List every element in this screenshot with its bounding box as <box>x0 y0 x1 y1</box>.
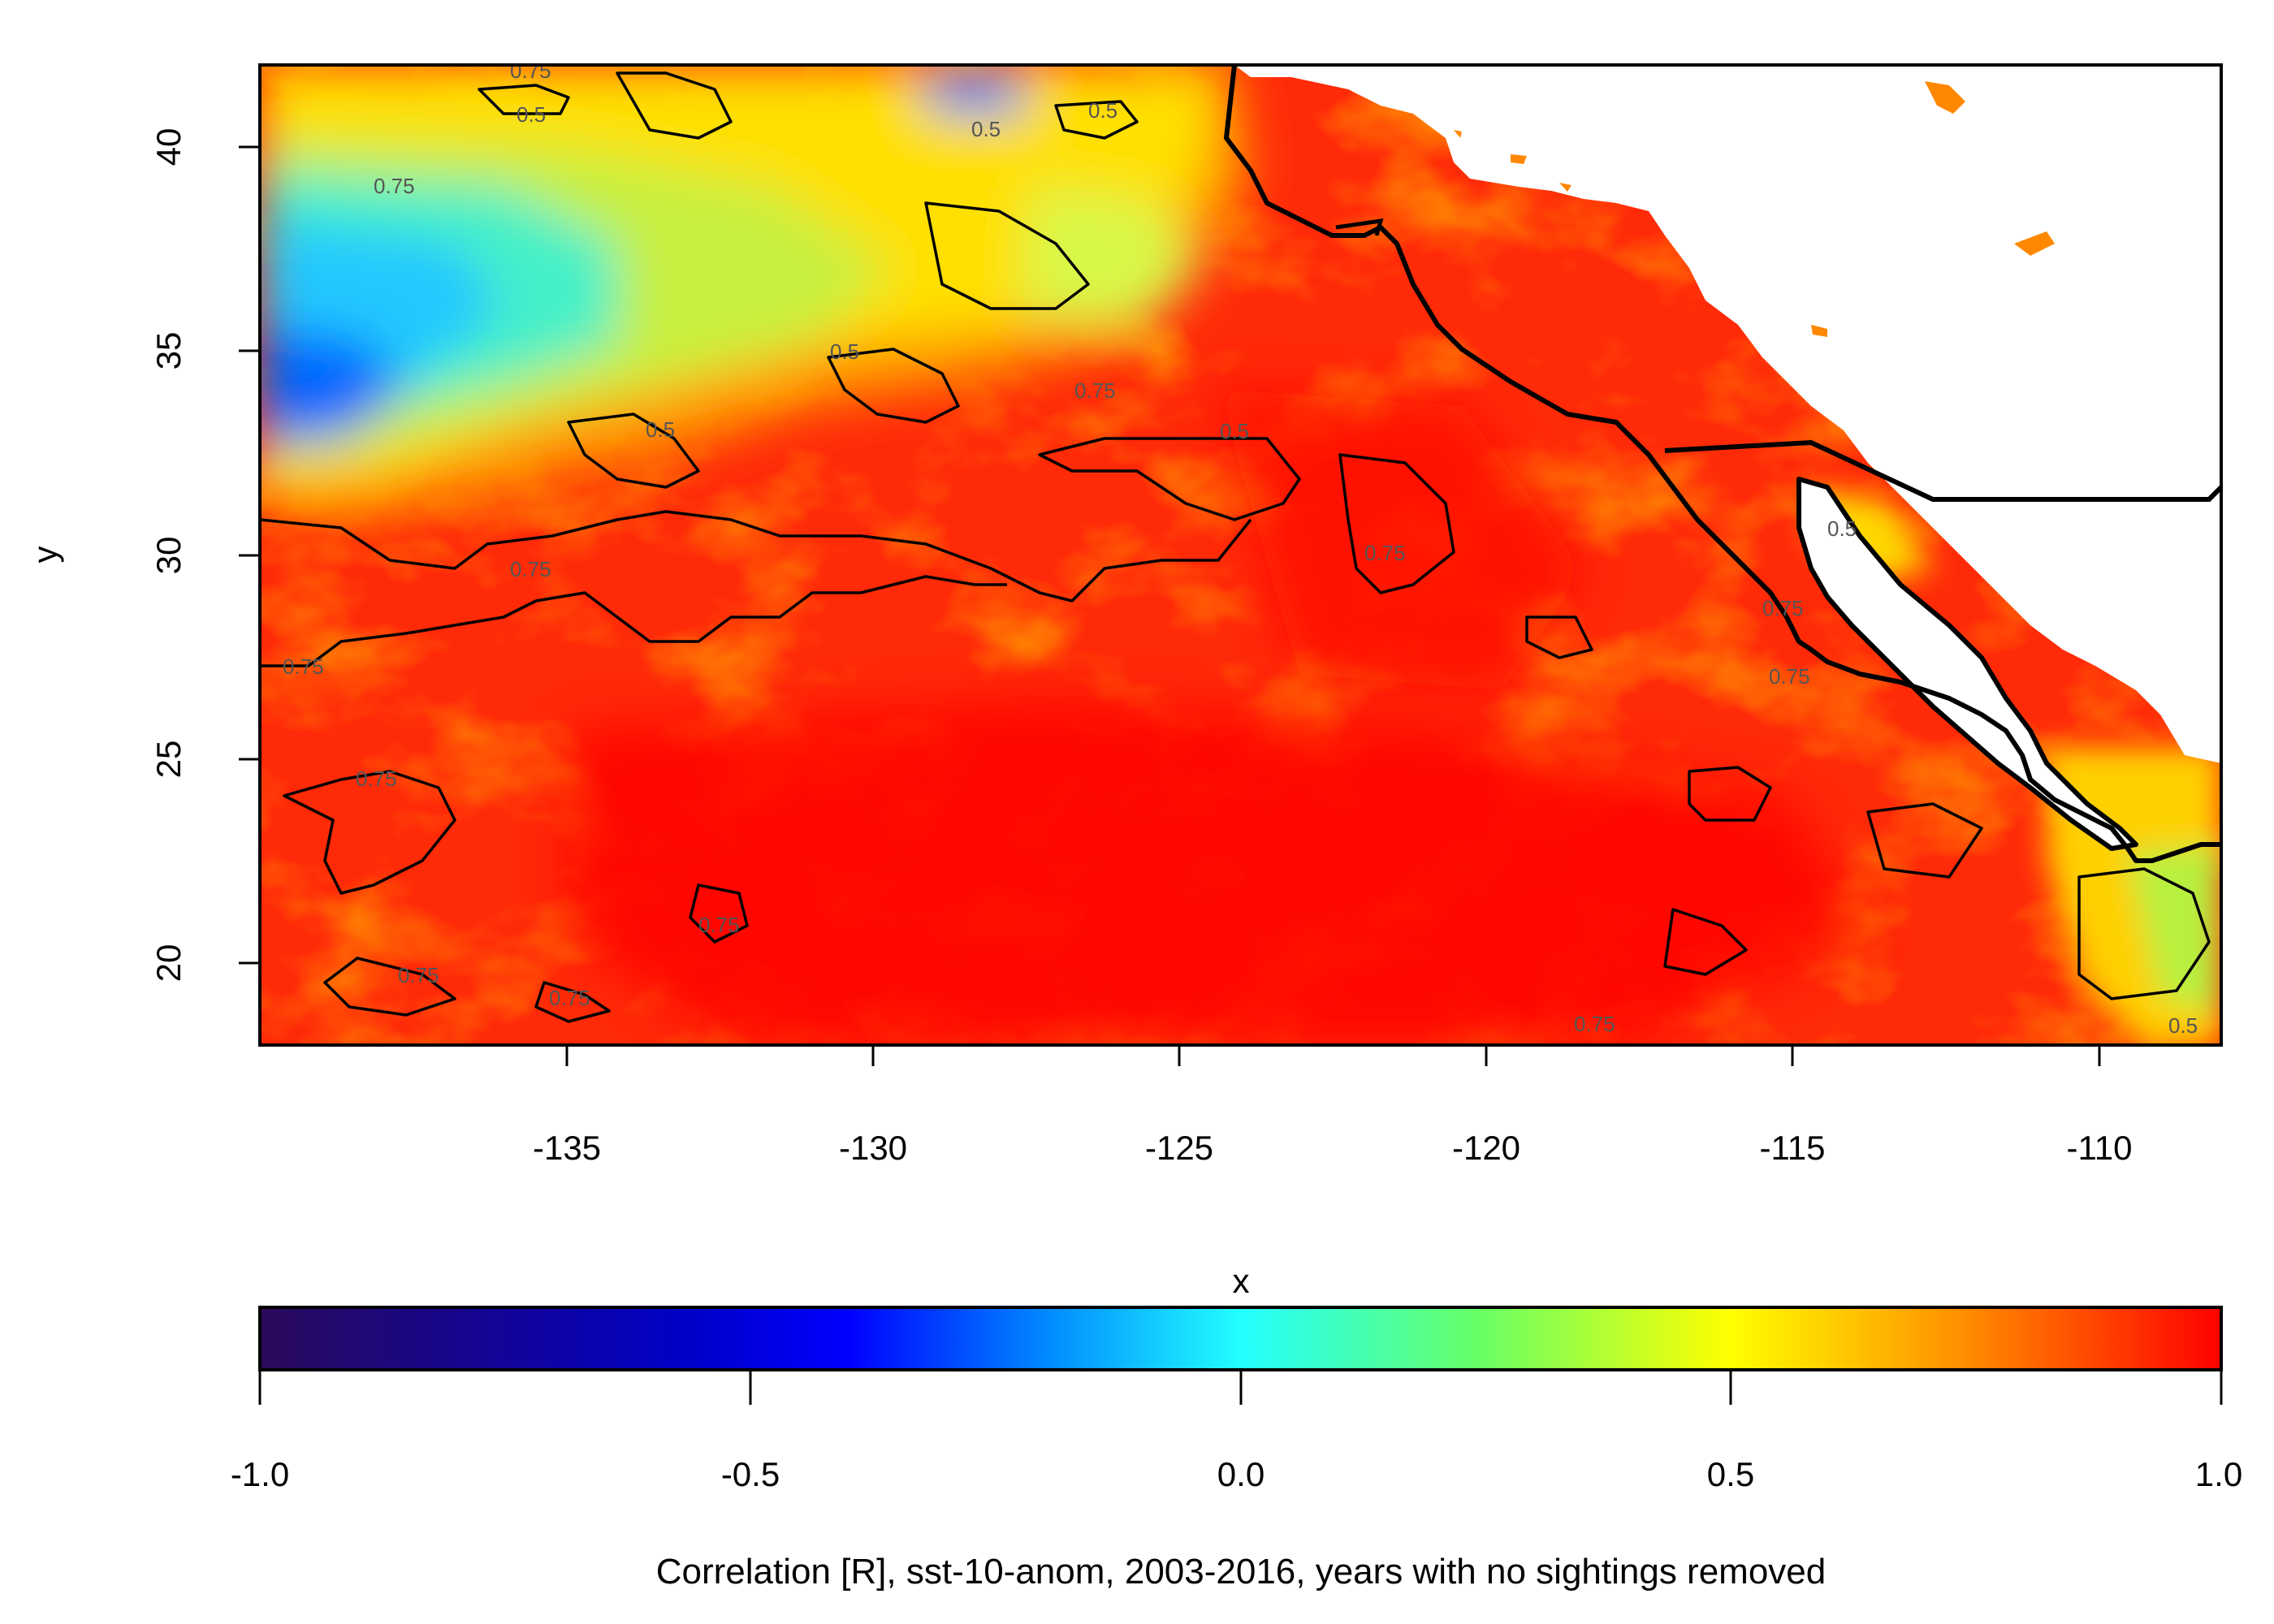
contour-label: 0.75 <box>283 654 324 679</box>
colorbar: -1.0 -0.5 0.0 0.5 1.0 Correlation [R], s… <box>231 1306 2242 1592</box>
y-tick-label: 35 <box>149 332 188 370</box>
gulf-of-california <box>1799 479 2136 849</box>
x-tick-label: -125 <box>1145 1129 1213 1167</box>
colorbar-tick-label: -1.0 <box>231 1455 289 1493</box>
contour-label: 0.5 <box>971 117 1001 141</box>
y-tick-labels: 20 25 30 35 40 <box>149 128 188 983</box>
contour-label: 0.75 <box>1762 596 1804 620</box>
contour-label: 0.5 <box>517 102 546 127</box>
y-tick-label: 20 <box>149 944 188 983</box>
contour-label: 0.5 <box>1827 516 1857 541</box>
contour-label: 0.75 <box>1574 1012 1615 1036</box>
high-correlation-core <box>568 390 1868 1045</box>
contour-label: 0.75 <box>356 767 397 791</box>
map-panel: 0.75 0.5 0.5 0.5 0.75 0.5 0.5 0.75 0.5 0… <box>260 58 2221 1045</box>
contour-label: 0.75 <box>1074 378 1116 403</box>
inland-lakes <box>1454 81 2055 337</box>
x-tick-labels: -135 -130 -125 -120 -115 -110 <box>533 1129 2133 1167</box>
contour-labels: 0.75 0.5 0.5 0.5 0.75 0.5 0.5 0.75 0.5 0… <box>283 58 2198 1038</box>
low-correlation-region <box>260 65 1251 520</box>
baja-coast <box>1796 477 2138 851</box>
x-tick-label: -130 <box>839 1129 907 1167</box>
contour-label: 0.5 <box>1088 98 1118 123</box>
contour-label: 0.75 <box>398 963 439 987</box>
contour-label: 0.75 <box>374 174 415 198</box>
land-north-america <box>1234 65 2221 763</box>
contour-label: 0.5 <box>830 339 859 364</box>
contour-label: 0.75 <box>549 986 590 1010</box>
contour-label: 0.75 <box>510 58 551 83</box>
contour-label: 0.75 <box>1364 541 1406 565</box>
border-line <box>1664 439 2221 502</box>
x-axis-label: x <box>1233 1262 1250 1300</box>
contour-label: 0.75 <box>1769 664 1810 689</box>
colorbar-caption: Correlation [R], sst-10-anom, 2003-2016,… <box>656 1552 1826 1592</box>
contour-label: 0.75 <box>698 913 740 937</box>
contour-label: 0.5 <box>646 417 675 442</box>
y-axis <box>239 145 260 965</box>
x-axis <box>565 1045 2101 1066</box>
x-tick-label: -110 <box>2067 1129 2133 1167</box>
bay-inlet <box>1335 218 1384 236</box>
contour-lines <box>260 71 2211 1023</box>
y-axis-label: y <box>26 546 64 564</box>
y-tick-label: 40 <box>149 128 188 166</box>
colorbar-tick-label: 0.5 <box>1707 1455 1754 1493</box>
x-tick-label: -135 <box>533 1129 601 1167</box>
y-tick-label: 30 <box>149 537 188 575</box>
contour-label: 0.75 <box>510 557 551 581</box>
colorbar-tick-label: 1.0 <box>2195 1455 2242 1493</box>
colorbar-gradient <box>258 1306 2223 1371</box>
x-tick-label: -120 <box>1452 1129 1520 1167</box>
colorbar-tick-label: 0.0 <box>1217 1455 1265 1493</box>
contour-label: 0.5 <box>2168 1013 2198 1038</box>
colorbar-tick-label: -0.5 <box>721 1455 780 1493</box>
x-tick-label: -115 <box>1760 1129 1826 1167</box>
y-tick-label: 25 <box>149 741 188 779</box>
contour-label: 0.5 <box>1220 419 1249 443</box>
